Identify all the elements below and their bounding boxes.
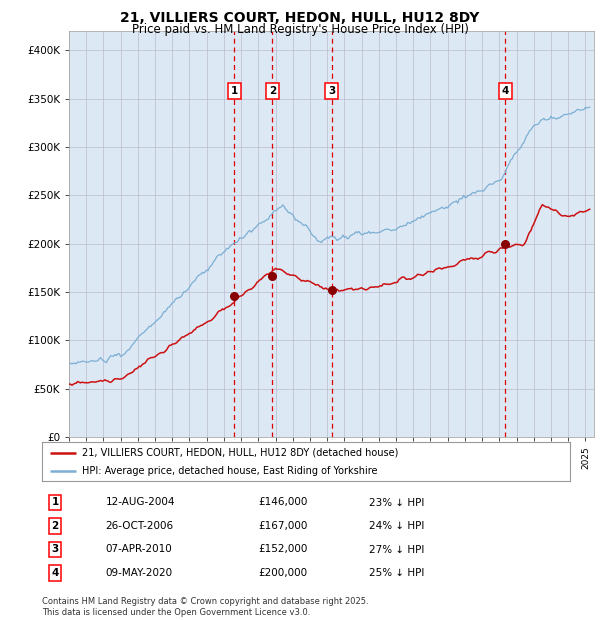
Text: 1: 1 bbox=[231, 86, 238, 96]
Text: 23% ↓ HPI: 23% ↓ HPI bbox=[370, 497, 425, 508]
Text: HPI: Average price, detached house, East Riding of Yorkshire: HPI: Average price, detached house, East… bbox=[82, 466, 377, 476]
Text: 27% ↓ HPI: 27% ↓ HPI bbox=[370, 544, 425, 554]
Text: 26-OCT-2006: 26-OCT-2006 bbox=[106, 521, 173, 531]
Text: 3: 3 bbox=[328, 86, 335, 96]
Text: 4: 4 bbox=[502, 86, 509, 96]
Text: £152,000: £152,000 bbox=[259, 544, 308, 554]
Text: 2: 2 bbox=[52, 521, 59, 531]
Text: 24% ↓ HPI: 24% ↓ HPI bbox=[370, 521, 425, 531]
Text: 07-APR-2010: 07-APR-2010 bbox=[106, 544, 172, 554]
Text: £167,000: £167,000 bbox=[259, 521, 308, 531]
Text: 21, VILLIERS COURT, HEDON, HULL, HU12 8DY: 21, VILLIERS COURT, HEDON, HULL, HU12 8D… bbox=[121, 11, 479, 25]
Text: 3: 3 bbox=[52, 544, 59, 554]
Text: £200,000: £200,000 bbox=[259, 568, 308, 578]
Text: £146,000: £146,000 bbox=[259, 497, 308, 508]
Text: 2: 2 bbox=[269, 86, 276, 96]
Text: 4: 4 bbox=[52, 568, 59, 578]
Text: 1: 1 bbox=[52, 497, 59, 508]
Text: Contains HM Land Registry data © Crown copyright and database right 2025.
This d: Contains HM Land Registry data © Crown c… bbox=[42, 598, 368, 617]
Text: Price paid vs. HM Land Registry's House Price Index (HPI): Price paid vs. HM Land Registry's House … bbox=[131, 23, 469, 36]
Text: 09-MAY-2020: 09-MAY-2020 bbox=[106, 568, 172, 578]
Text: 21, VILLIERS COURT, HEDON, HULL, HU12 8DY (detached house): 21, VILLIERS COURT, HEDON, HULL, HU12 8D… bbox=[82, 448, 398, 458]
Text: 25% ↓ HPI: 25% ↓ HPI bbox=[370, 568, 425, 578]
Text: 12-AUG-2004: 12-AUG-2004 bbox=[106, 497, 175, 508]
